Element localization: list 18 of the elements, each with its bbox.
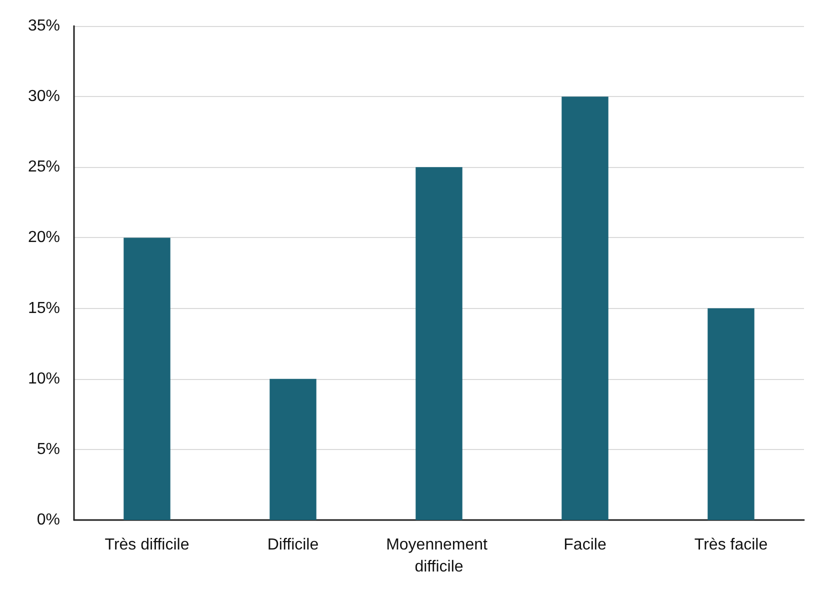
- bar: [708, 308, 754, 520]
- bar: [416, 167, 462, 520]
- bar: [270, 378, 316, 520]
- y-tick-label: 35%: [28, 18, 60, 34]
- x-tick-label: Moyennement difficile: [386, 536, 492, 576]
- y-tick-label: 15%: [28, 300, 60, 317]
- y-tick-label: 5%: [36, 440, 60, 458]
- bar: [124, 238, 170, 520]
- y-tick-label: 0%: [36, 512, 60, 528]
- y-tick-label: 20%: [28, 229, 60, 246]
- x-tick-label: Difficile: [267, 536, 319, 554]
- x-tick-label: Facile: [564, 536, 606, 554]
- y-tick-label: 10%: [28, 370, 60, 388]
- y-tick-label: 30%: [28, 88, 60, 106]
- x-tick-label: Très difficile: [104, 536, 190, 554]
- bar: [562, 96, 608, 520]
- x-tick-label: Très facile: [694, 536, 768, 554]
- y-tick-label: 25%: [28, 158, 60, 176]
